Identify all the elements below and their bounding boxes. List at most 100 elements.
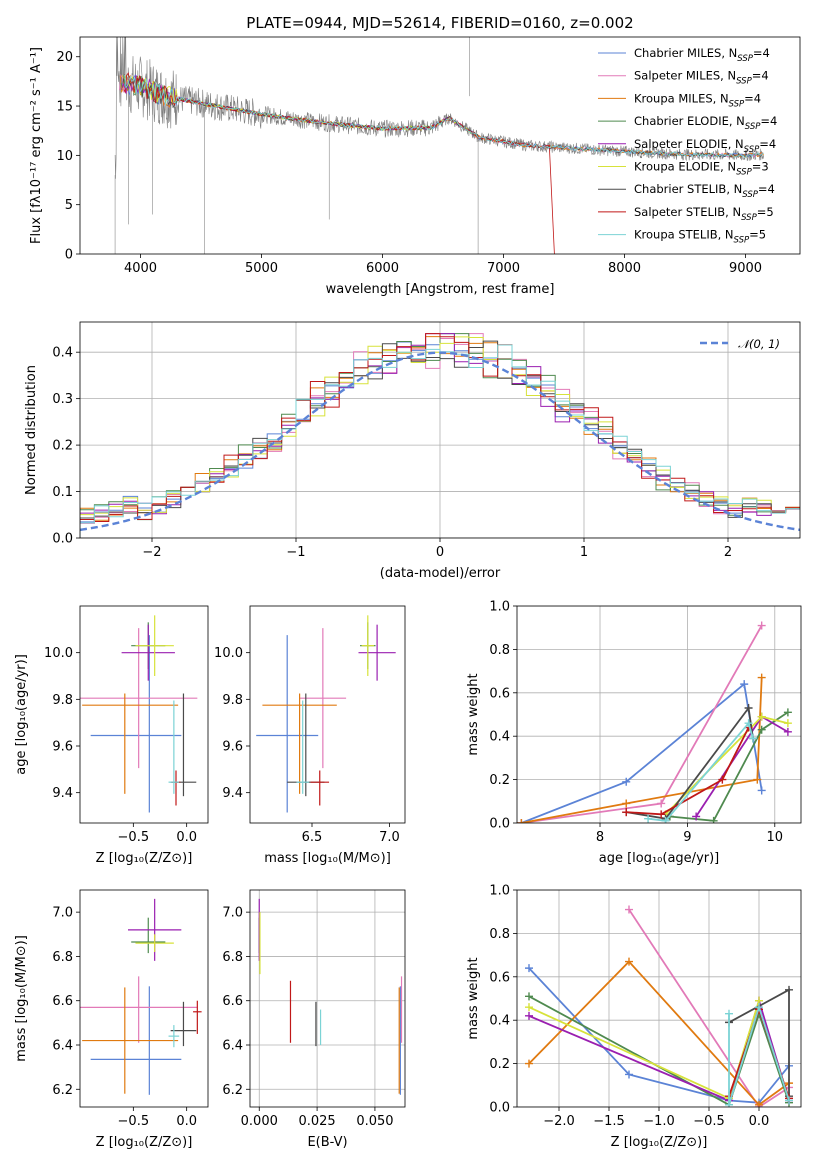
y-tick-label: 9.4 xyxy=(222,786,243,801)
y-tick-label: 0.2 xyxy=(489,1057,510,1072)
legend-label: 𝒩(0, 1) xyxy=(738,337,780,351)
x-tick-label: 1 xyxy=(580,545,588,560)
legend-text: =4 xyxy=(752,69,769,83)
plus-marker xyxy=(748,734,757,743)
axes-frame xyxy=(79,889,209,1108)
x-axis-label: age [log₁₀(age/yr)] xyxy=(599,851,720,866)
x-tick-label: 0 xyxy=(436,545,444,560)
panel-1: 4000 5000 6000 7000 8000 9000 0 5 10 15 20 waveleng… xyxy=(29,14,801,297)
plot-area xyxy=(80,322,800,538)
errorbar-point xyxy=(256,635,319,813)
plus-marker xyxy=(525,1003,533,1012)
y-tick-label: 9.4 xyxy=(52,786,73,801)
x-tick-label: 9000 xyxy=(729,261,762,276)
errorbar-point xyxy=(193,1000,202,1034)
x-tick-label: −1 xyxy=(286,545,305,560)
legend: 𝒩(0, 1) xyxy=(700,337,780,351)
plus-marker xyxy=(744,703,753,712)
x-tick-label: −2.0 xyxy=(543,1114,575,1129)
y-tick-label: 0.3 xyxy=(52,392,73,407)
x-tick-label: 7.0 xyxy=(379,830,400,845)
errorbar-point xyxy=(80,628,198,769)
y-tick-label: 5 xyxy=(65,198,73,213)
legend-text: Salpeter ELODIE, N xyxy=(634,137,744,151)
legend-subscript: SSP xyxy=(737,54,753,64)
panel-2: −2 −1 0 1 2 0.0 0.1 0.2 0.3 0.4 (data-model)/error… xyxy=(24,321,801,581)
y-tick-label: 9.8 xyxy=(222,693,243,708)
x-tick-label: 5000 xyxy=(245,261,278,276)
x-tick-label: −0.5 xyxy=(693,1114,725,1129)
y-tick-label: 7.0 xyxy=(222,906,243,921)
errorbar-point xyxy=(131,917,166,954)
plus-marker xyxy=(755,1003,763,1012)
plus-marker xyxy=(622,808,631,817)
legend-label: Chabrier ELODIE, NSSP=4 xyxy=(634,114,777,132)
plus-marker xyxy=(625,905,633,914)
x-tick-label: −1.5 xyxy=(593,1114,625,1129)
plus-marker xyxy=(661,816,670,823)
errorbar-point xyxy=(171,770,181,806)
x-tick-label: 0.000 xyxy=(241,1114,278,1129)
x-tick-label: −2 xyxy=(142,545,161,560)
y-tick-label: 10 xyxy=(56,149,73,164)
legend-text: Chabrier ELODIE, N xyxy=(634,114,745,128)
y-tick-label: 7.0 xyxy=(52,906,73,921)
weight-series xyxy=(665,708,792,823)
weight-line xyxy=(528,995,790,1107)
x-tick-label: −1.0 xyxy=(643,1114,675,1129)
y-tick-label: 0.4 xyxy=(52,346,73,361)
y-axis-label: mass weight xyxy=(466,673,481,755)
weight-series xyxy=(517,680,766,823)
panel-6: −0.5 0.0 6.2 6.4 6.6 6.8 7.0 Z [log₁₀(Z/Z⊙)] mas… xyxy=(14,889,209,1150)
plus-marker xyxy=(644,814,653,823)
plot-area xyxy=(80,898,202,1095)
y-tick-label: 0.8 xyxy=(489,643,510,658)
plus-marker xyxy=(785,985,793,994)
y-tick-label: 9.6 xyxy=(222,740,243,755)
y-tick-label: 0.6 xyxy=(489,970,510,985)
x-axis-label: Z [log₁₀(Z/Z⊙)] xyxy=(611,1135,708,1150)
plus-marker xyxy=(625,957,633,966)
x-tick-label: 0.025 xyxy=(298,1114,335,1129)
panel-3: −0.5 0.0 9.4 9.6 9.8 10.0 Z [log₁₀(Z/Z⊙)] age [… xyxy=(14,605,209,866)
x-axis-label: mass [log₁₀(M/M⊙)] xyxy=(264,851,391,866)
y-tick-label: 1.0 xyxy=(489,884,510,899)
x-axis-label: E(B-V) xyxy=(307,1135,347,1150)
plus-marker xyxy=(622,799,631,808)
errorbar-point xyxy=(168,700,180,794)
errorbar-point xyxy=(287,693,325,797)
panel-8: −2.0 −1.5 −1.0 −0.5 0.0 0.0 0.2 0.4 0.6 0.8 1.0 Z [… xyxy=(466,884,802,1150)
legend-text: Kroupa MILES, N xyxy=(634,91,729,105)
legend-label: Kroupa ELODIE, NSSP=3 xyxy=(634,160,769,178)
x-tick-label: 0.0 xyxy=(749,1114,770,1129)
legend-text: Kroupa ELODIE, N xyxy=(634,160,736,174)
plus-marker xyxy=(692,812,701,821)
axes-frame xyxy=(516,889,802,1108)
x-tick-label: 8000 xyxy=(608,261,641,276)
errorbar-point xyxy=(299,628,347,769)
panel-5: 8 9 10 0.0 0.2 0.4 0.6 0.8 1.0 age [log₁₀(age/yr)… xyxy=(466,600,802,866)
legend-text: =3 xyxy=(752,160,769,174)
errorbar-point xyxy=(82,987,179,1094)
x-tick-label: 0.0 xyxy=(176,1114,197,1129)
weight-series xyxy=(622,703,757,823)
errorbar-point xyxy=(361,615,374,676)
legend-text: =4 xyxy=(753,46,770,60)
y-tick-label: 20 xyxy=(56,50,73,65)
x-axis-label: Z [log₁₀(Z/Z⊙)] xyxy=(96,1135,193,1150)
weight-line xyxy=(626,727,750,816)
errorbar-point xyxy=(310,770,330,806)
x-tick-label: 7000 xyxy=(487,261,520,276)
errorbar-point xyxy=(170,1001,197,1047)
y-tick-label: 0.4 xyxy=(489,730,510,745)
y-tick-label: 0 xyxy=(65,248,73,263)
chart-title: PLATE=0944, MJD=52614, FIBERID=0160, z=0… xyxy=(246,14,633,32)
legend-label: Kroupa STELIB, NSSP=5 xyxy=(634,228,766,246)
x-tick-label: 10 xyxy=(767,830,784,845)
plus-marker xyxy=(744,719,753,728)
y-tick-label: 0.0 xyxy=(52,532,73,547)
plus-marker xyxy=(525,1059,533,1068)
y-tick-label: 6.6 xyxy=(52,994,73,1009)
weight-series xyxy=(525,957,793,1107)
